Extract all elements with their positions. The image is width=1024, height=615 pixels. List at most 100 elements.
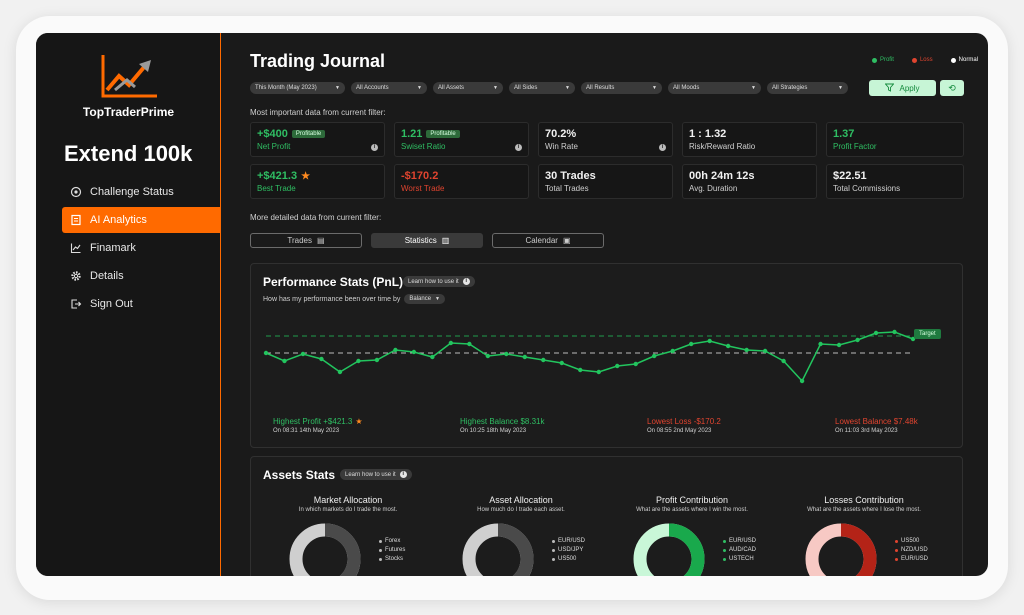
chevron-down-icon: ▼ [838, 85, 843, 91]
legend-dot-icon [895, 549, 898, 552]
data-point [836, 342, 842, 348]
data-point [744, 347, 749, 353]
data-point [652, 353, 657, 359]
sidebar-item-label: AI Analytics [90, 214, 147, 226]
legend-dot-icon [552, 540, 555, 543]
account-title: Extend 100k [64, 141, 193, 166]
sidebar-item-sign-out[interactable]: Sign Out [62, 291, 221, 317]
profit-dot-icon [871, 57, 877, 63]
chevron-down-icon: ▼ [652, 85, 657, 91]
balance-line-chart [263, 329, 916, 384]
learn-button[interactable]: Learn how to use it i [403, 276, 475, 287]
filter-strategies[interactable]: All Strategies ▼ [767, 82, 848, 94]
stat-total-commissions: $22.51 Total Commissions [826, 164, 964, 199]
donut-slice [633, 523, 705, 576]
tab-calendar[interactable]: Calendar ▣ [492, 233, 604, 248]
stat-swiset-ratio: 1.21 Profitable Swiset Ratio i [394, 122, 529, 157]
data-point [282, 358, 287, 364]
notebook-icon [70, 214, 82, 226]
info-icon[interactable]: i [659, 144, 666, 151]
profitable-badge: Profitable [426, 130, 460, 138]
tab-trades[interactable]: Trades ▤ [250, 233, 362, 248]
performance-panel: Performance Stats (PnL) Learn how to use… [250, 263, 963, 448]
sidebar-item-label: Sign Out [90, 298, 133, 310]
donut-slice [805, 523, 877, 576]
legend-profit: Profit [871, 57, 894, 63]
info-icon: i [399, 471, 407, 478]
filter-moods[interactable]: All Moods ▼ [668, 82, 761, 94]
filter-results[interactable]: All Results ▼ [581, 82, 662, 94]
sidebar-item-challenge-status[interactable]: Challenge Status [62, 179, 221, 205]
data-point [300, 351, 306, 357]
info-icon: i [462, 278, 470, 285]
legend-dot-icon [552, 558, 555, 561]
data-point [504, 351, 509, 357]
sidebar-item-finamark[interactable]: Finamark [62, 235, 221, 261]
sidebar-item-label: Finamark [90, 242, 136, 254]
stat-avg-duration: 00h 24m 12s Avg. Duration [682, 164, 817, 199]
legend-loss: Loss [911, 57, 933, 63]
asset-allocation-donut [462, 523, 534, 576]
data-point [541, 357, 546, 363]
data-point [707, 338, 712, 344]
legend-dot-icon [552, 549, 555, 552]
sign-out-icon [70, 298, 82, 310]
data-point [448, 340, 454, 346]
target-icon [70, 186, 82, 198]
performance-subtitle: How has my performance been over time by… [263, 294, 445, 304]
market-allocation-card: Market Allocation In which markets do I … [263, 495, 433, 576]
star-icon: ★ [355, 417, 363, 426]
highlight-lowest-loss: Lowest Loss -$170.2 On 08:55 2nd May 202… [647, 417, 721, 434]
data-point [319, 356, 324, 362]
data-point [855, 337, 860, 343]
data-point [393, 347, 398, 353]
profit-contribution-card: Profit Contribution What are the assets … [607, 495, 777, 576]
apply-button[interactable]: Apply [869, 80, 936, 96]
data-point [892, 329, 897, 335]
filter-funnel-icon [885, 83, 895, 94]
data-point [615, 363, 620, 369]
filter-period[interactable]: This Month (May 2023) ▼ [250, 82, 345, 94]
normal-dot-icon [950, 57, 956, 63]
data-point [411, 349, 417, 355]
legend-dot-icon [379, 558, 382, 561]
highlight-lowest-balance: Lowest Balance $7.48k On 11:03 3rd May 2… [835, 417, 918, 434]
filter-sides[interactable]: All Sides ▼ [509, 82, 575, 94]
stat-net-profit: +$400 Profitable Net Profit i [250, 122, 385, 157]
tab-statistics[interactable]: Statistics ▥ [371, 233, 483, 248]
market-allocation-donut [289, 523, 361, 576]
sidebar-item-details[interactable]: Details [62, 263, 221, 289]
loss-dot-icon [911, 57, 917, 63]
data-point [799, 378, 805, 384]
losses-contribution-card: Losses Contribution What are the assets … [779, 495, 949, 576]
highlight-highest-balance: Highest Balance $8.31k On 10:25 18th May… [460, 417, 545, 434]
chevron-down-icon: ▼ [417, 85, 422, 91]
data-point [596, 369, 601, 375]
info-icon[interactable]: i [371, 144, 378, 151]
donut-legend: US500 NZD/USD EUR/USD [895, 537, 928, 564]
gear-icon [70, 270, 82, 282]
donut-legend: Forex Futures Stocks [379, 537, 405, 564]
info-icon[interactable]: i [515, 144, 522, 151]
bar-chart-icon: ▥ [441, 236, 450, 245]
page-title: Trading Journal [250, 51, 386, 71]
profit-contribution-donut [633, 523, 705, 576]
refresh-icon: ⟲ [948, 82, 956, 93]
filter-accounts[interactable]: All Accounts ▼ [351, 82, 427, 94]
sidebar-item-label: Details [90, 270, 124, 282]
learn-button[interactable]: Learn how to use it i [340, 469, 412, 480]
data-point [263, 350, 269, 356]
data-point [670, 348, 675, 354]
app-window: TopTraderPrime Extend 100k Challenge Sta… [36, 33, 988, 576]
filter-assets[interactable]: All Assets ▼ [433, 82, 503, 94]
star-icon: ★ [301, 170, 311, 182]
detail-hint: More detailed data from current filter: [250, 213, 382, 222]
reset-button[interactable]: ⟲ [940, 80, 964, 96]
legend-dot-icon [723, 558, 726, 561]
sidebar-item-ai-analytics[interactable]: AI Analytics [62, 207, 221, 233]
chevron-down-icon: ▼ [751, 85, 756, 91]
legend-dot-icon [379, 549, 382, 552]
metric-select[interactable]: Balance ▼ [404, 294, 445, 304]
data-point [356, 358, 361, 364]
data-point [818, 341, 823, 347]
